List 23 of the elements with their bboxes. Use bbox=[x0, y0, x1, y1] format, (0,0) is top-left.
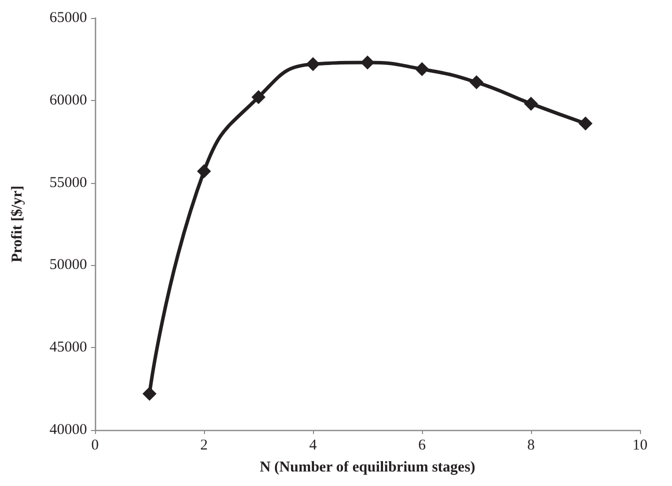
x-tick-label: 10 bbox=[632, 438, 648, 454]
point bbox=[415, 62, 429, 76]
point bbox=[578, 116, 592, 130]
x-tick-label: 6 bbox=[418, 438, 426, 454]
point bbox=[197, 164, 211, 178]
x-tick-label: 2 bbox=[200, 438, 208, 454]
y-tick-label: 60000 bbox=[50, 92, 87, 108]
point bbox=[470, 75, 484, 90]
x-tick-label: 8 bbox=[527, 438, 535, 454]
x-axis-title: N (Number of equilibrium stages) bbox=[260, 460, 476, 476]
point bbox=[524, 96, 538, 111]
y-axis-title: Profit [$/yr] bbox=[10, 186, 26, 262]
x-tick-label: 4 bbox=[309, 438, 318, 454]
point bbox=[142, 386, 156, 401]
point bbox=[360, 55, 374, 70]
y-tick-label: 65000 bbox=[50, 10, 87, 26]
y-tick-label: 50000 bbox=[50, 257, 87, 274]
point bbox=[306, 57, 320, 72]
x-tick-label: 0 bbox=[91, 438, 99, 454]
y-tick-label: 40000 bbox=[50, 422, 87, 438]
y-tick-label: 55000 bbox=[50, 174, 87, 191]
y-tick-label: 45000 bbox=[50, 340, 87, 356]
point bbox=[252, 90, 266, 104]
